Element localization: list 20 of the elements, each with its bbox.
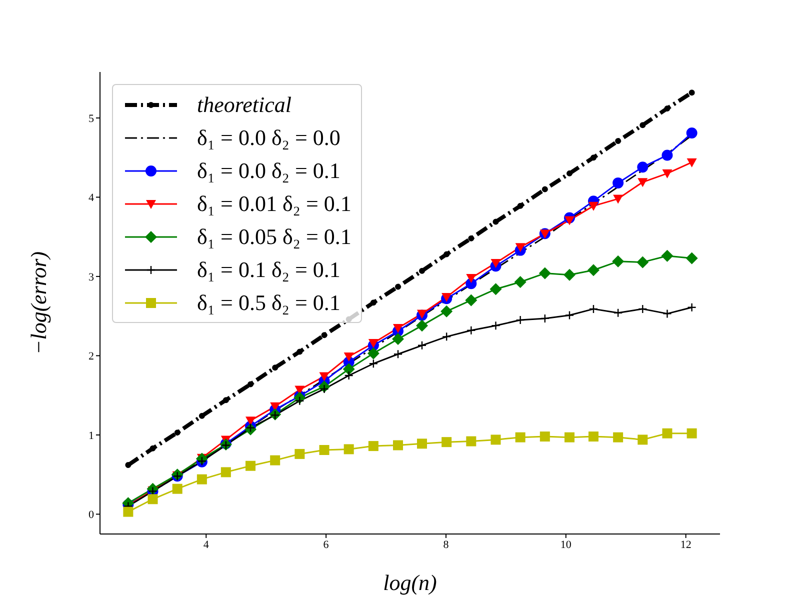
x-tick-label: 4 [203, 538, 210, 551]
legend-label: δ₁ = 0.05 δ₂ = 0.1 [197, 224, 352, 250]
y-tick-label: 4 [88, 192, 94, 204]
legend-label: δ₁ = 0.0 δ₂ = 0.0 [197, 124, 340, 150]
legend-label: δ₁ = 0.1 δ₂ = 0.1 [197, 256, 340, 282]
legend-label: δ₁ = 0.5 δ₂ = 0.1 [197, 290, 340, 316]
x-tick-label: 6 [323, 538, 330, 551]
legend-label: δ₁ = 0.01 δ₂ = 0.1 [197, 190, 352, 216]
y-tick-label: 1 [88, 430, 94, 442]
x-tick-label: 10 [560, 538, 572, 551]
y-tick-label: 2 [88, 350, 94, 363]
legend-label: δ₁ = 0.0 δ₂ = 0.1 [197, 158, 340, 184]
x-axis-title: log(n) [383, 570, 437, 595]
y-tick-label: 5 [88, 112, 94, 125]
y-tick-label: 3 [88, 271, 94, 284]
y-axis-title: −log(error) [26, 251, 51, 355]
x-tick-label: 8 [443, 538, 450, 551]
legend-label: theoretical [197, 92, 292, 118]
y-tick-label: 0 [88, 509, 94, 522]
x-tick-label: 12 [680, 538, 692, 551]
